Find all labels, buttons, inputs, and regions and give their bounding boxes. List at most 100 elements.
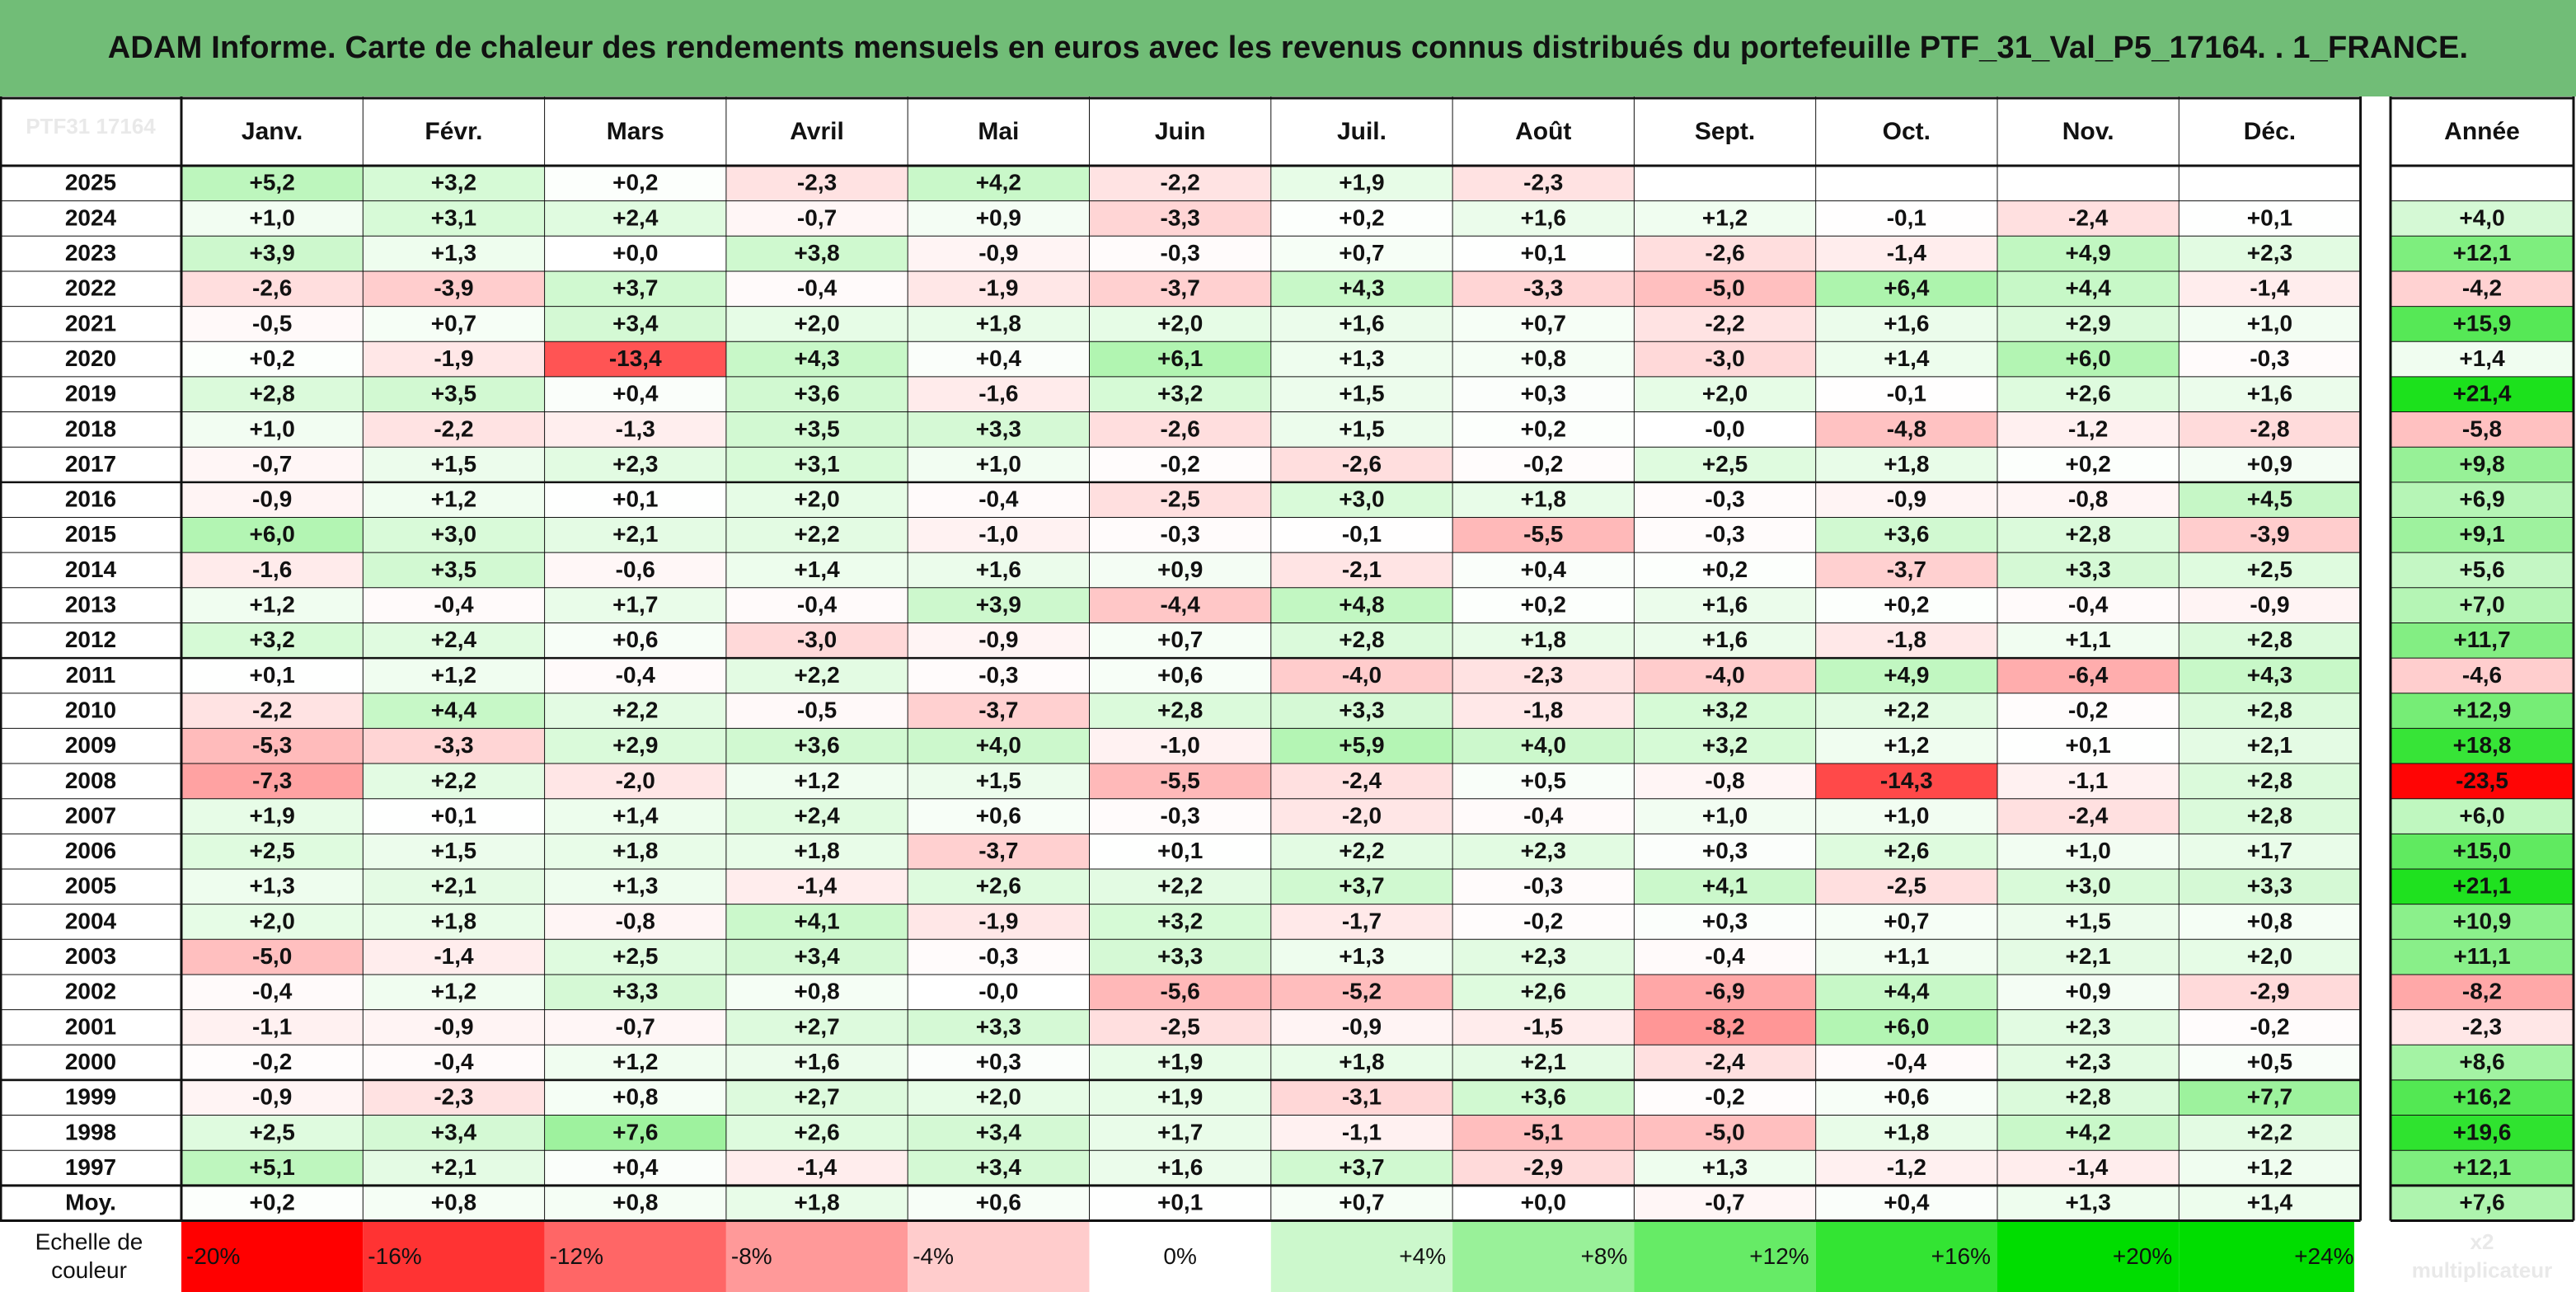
annual-cell	[2391, 763, 2574, 799]
heatmap-cell	[544, 939, 726, 975]
heatmap-cell	[181, 658, 364, 693]
heatmap-cell	[363, 939, 545, 975]
cell-value: -2,3	[434, 1084, 473, 1110]
cell-value: +2,0	[1702, 381, 1748, 406]
cell-value: -3,3	[434, 732, 473, 758]
cell-value: -5,0	[1705, 275, 1744, 301]
heatmap-cell	[1452, 341, 1635, 377]
average-value: +0,1	[1157, 1190, 1203, 1215]
cell-value: -0,2	[1705, 1084, 1744, 1110]
cell-value: +3,4	[612, 310, 659, 336]
heatmap-cell	[725, 728, 908, 764]
heatmap-cell	[363, 1045, 545, 1080]
heatmap-cell	[544, 376, 726, 412]
heatmap-cell	[908, 1009, 1090, 1045]
heatmap-cell	[2179, 306, 2361, 342]
cell-value: +2,2	[612, 697, 658, 722]
heatmap-cell	[725, 1115, 908, 1151]
heatmap-cell	[725, 798, 908, 834]
heatmap-cell	[181, 200, 364, 237]
heatmap-cell	[1089, 411, 1271, 448]
heatmap-cell	[363, 517, 545, 553]
cell-value: -1,9	[978, 908, 1018, 933]
heatmap-cell	[1089, 693, 1271, 729]
heatmap-cell	[1452, 166, 1635, 201]
cell-value: -0,2	[252, 1049, 292, 1074]
heatmap-cell	[1452, 482, 1635, 518]
cell-value: +2,4	[794, 802, 840, 828]
year-label: 2009	[65, 732, 116, 758]
cell-value: +4,1	[1702, 873, 1748, 899]
cell-value: -2,1	[1342, 557, 1382, 582]
heatmap-cell	[1997, 552, 2180, 588]
heatmap-cell	[908, 517, 1090, 553]
cell-value: +1,6	[1339, 310, 1384, 336]
heatmap-cell	[363, 1009, 545, 1045]
heatmap-cell	[725, 869, 908, 904]
cell-value: +2,0	[250, 908, 295, 933]
cell-value: -3,9	[434, 275, 473, 301]
cell-value: +0,4	[976, 345, 1022, 371]
annual-value: +8,6	[2459, 1049, 2504, 1074]
column-header: Janv.	[242, 118, 303, 145]
cell-value: -2,2	[252, 697, 292, 722]
heatmap-cell	[544, 447, 726, 482]
cell-value: +0,1	[2066, 732, 2111, 758]
cell-value: -1,2	[2068, 416, 2108, 441]
cell-value: +2,4	[431, 627, 477, 652]
heatmap-cell	[1815, 763, 1997, 799]
heatmap-cell	[1270, 341, 1453, 377]
heatmap-cell	[908, 270, 1090, 307]
cell-value: +3,3	[976, 1013, 1021, 1039]
heatmap-cell	[1997, 658, 2180, 693]
heatmap-cell	[908, 869, 1090, 904]
cell-value: +2,5	[250, 1119, 295, 1144]
heatmap-cell	[1270, 552, 1453, 588]
heatmap-cell	[908, 939, 1090, 975]
heatmap-cell	[725, 587, 908, 623]
heatmap-cell	[2179, 376, 2361, 412]
cell-value: -1,4	[797, 1154, 838, 1180]
cell-value: -0,4	[2068, 592, 2109, 618]
heatmap-cell	[2179, 693, 2361, 729]
annual-cell	[2391, 1115, 2574, 1151]
cell-value: -1,0	[1161, 732, 1200, 758]
cell-value: +2,5	[2247, 557, 2292, 582]
cell-value: +2,6	[976, 873, 1021, 899]
average-cell	[1634, 1185, 1816, 1221]
heatmap-cell	[1815, 1079, 1997, 1116]
heatmap-cell	[544, 517, 726, 553]
scale-swatch	[1270, 1220, 1453, 1292]
heatmap-cell	[1997, 306, 2180, 342]
heatmap-cell	[181, 834, 364, 869]
column-header: Déc.	[2244, 118, 2296, 145]
cell-value: -3,1	[1342, 1084, 1382, 1110]
cell-value: -0,0	[1705, 416, 1744, 441]
cell-value: +0,4	[612, 1154, 659, 1180]
cell-value: +1,2	[1702, 204, 1748, 230]
cell-value: +3,4	[431, 1119, 477, 1144]
cell-value: +1,2	[431, 979, 476, 1004]
annual-cell	[2391, 1150, 2574, 1186]
cell-value: +2,3	[2066, 1013, 2111, 1039]
cell-value: -1,7	[1342, 908, 1382, 933]
column-header: Juil.	[1337, 118, 1387, 145]
cell-value: +3,0	[1339, 486, 1384, 512]
heatmap-cell	[1997, 200, 2180, 237]
heatmap-cell	[1089, 798, 1271, 834]
cell-value: -0,0	[978, 979, 1018, 1004]
cell-value: +1,9	[1157, 1049, 1203, 1074]
annual-cell	[2391, 1079, 2574, 1116]
heatmap-cell	[1997, 623, 2180, 659]
cell-value: +2,8	[250, 381, 295, 406]
scale-annual-swatch	[2354, 1220, 2574, 1292]
heatmap-cell	[1815, 1115, 1997, 1151]
heatmap-cell	[2179, 1045, 2361, 1080]
heatmap-cell	[1089, 447, 1271, 482]
heatmap-cell	[1452, 1150, 1635, 1186]
cell-value: +1,6	[1702, 627, 1748, 652]
cell-value: +4,1	[794, 908, 839, 933]
cell-value: +1,0	[2247, 310, 2292, 336]
year-label: 2007	[65, 802, 116, 828]
heatmap-cell	[908, 166, 1090, 201]
